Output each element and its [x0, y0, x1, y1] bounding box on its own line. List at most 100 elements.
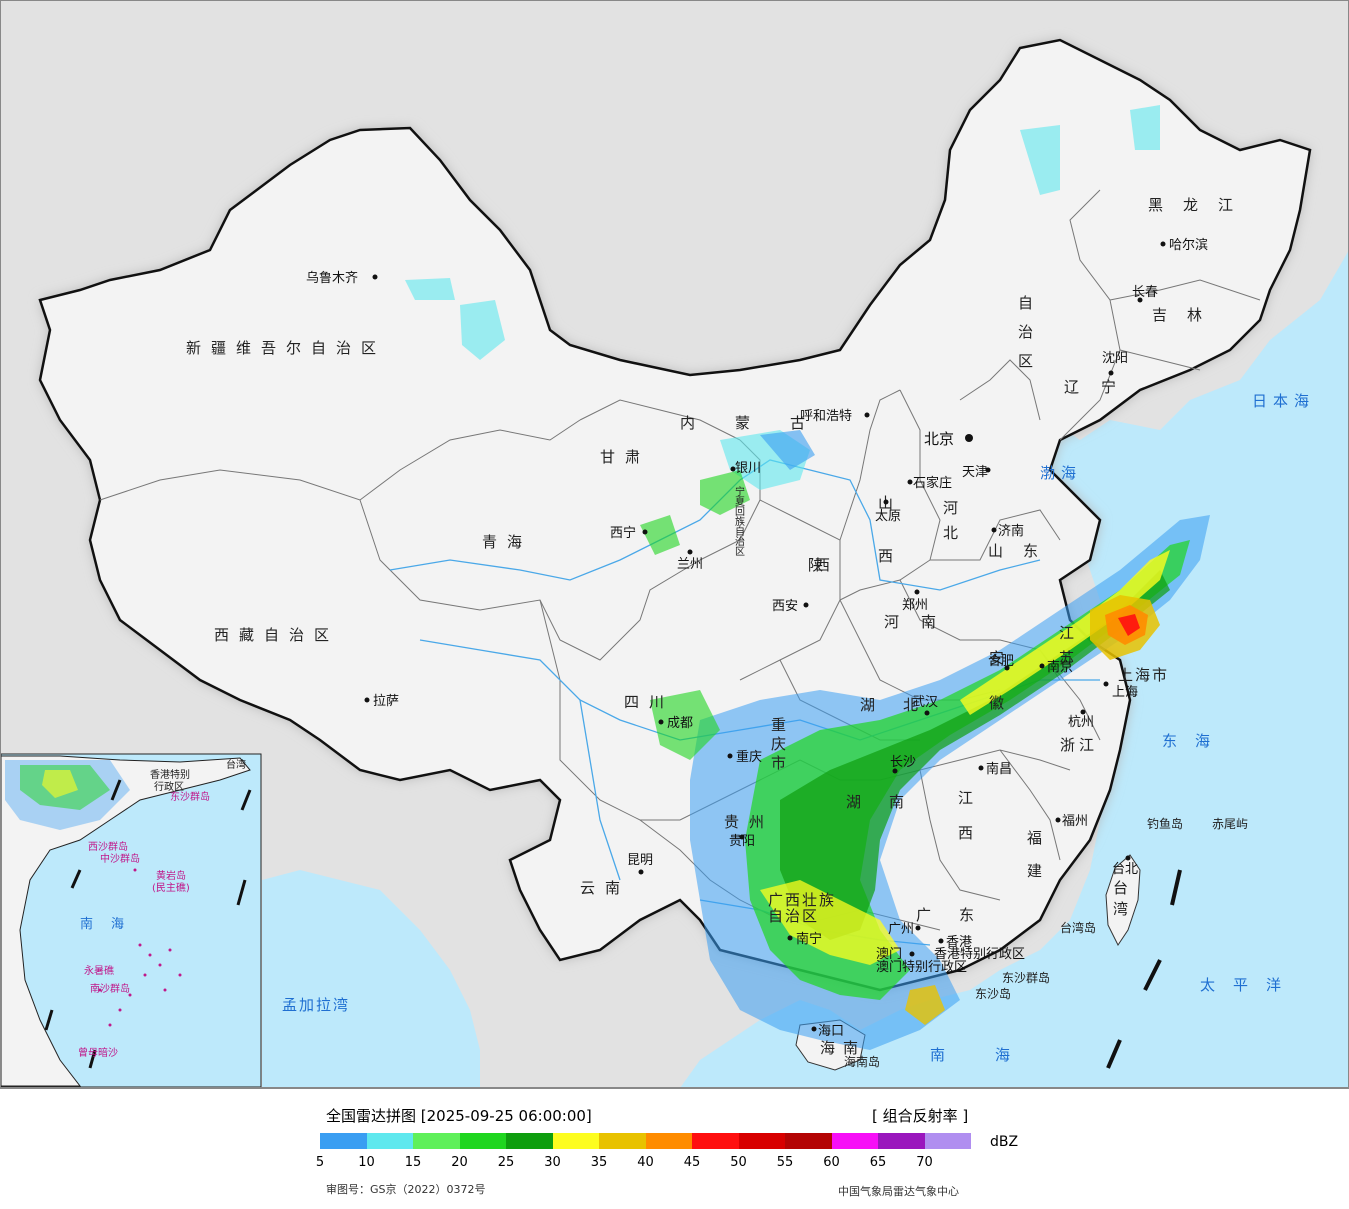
label-hainan: 海南: [820, 1039, 866, 1057]
sea-labels: 渤海 日本海 东海 太平洋 南海 孟加拉湾: [282, 392, 1315, 1064]
radar-echoes: [405, 105, 1210, 1050]
label-hainan-island: 海南岛: [844, 1054, 880, 1069]
label-diaoyu: 钓鱼岛: [1147, 816, 1183, 831]
color-swatch-3: [459, 1133, 506, 1149]
label-ningxia: 宁夏回族自治区: [733, 485, 745, 556]
label-xizang: 西藏自治区: [214, 626, 339, 644]
label-shenyang: 沈阳: [1102, 351, 1128, 366]
label-guiyang: 贵阳: [729, 834, 755, 849]
label-chongqing: 重庆市: [769, 717, 787, 774]
label-gansu: 甘肃: [600, 448, 650, 466]
label-wuhan: 武汉: [912, 695, 938, 710]
sea-east: [680, 250, 1349, 1088]
label-liaoning: 辽宁: [1064, 378, 1138, 396]
dashed-boundary: [1106, 869, 1182, 1069]
label-bohai: 渤海: [1040, 464, 1082, 482]
scale-tick: 20: [451, 1155, 468, 1170]
color-swatch-11: [831, 1133, 878, 1149]
label-chengdu: 成都: [667, 716, 693, 731]
legend-panel: 全国雷达拼图 [2025-09-25 06:00:00] [ 组合反射率 ] d…: [0, 1088, 1349, 1209]
label-hongkong: 香港: [946, 935, 972, 950]
color-swatch-4: [506, 1133, 553, 1149]
map-approval-number: 审图号：GS京（2022）0372号: [326, 1183, 486, 1196]
label-taiwan-island: 台湾岛: [1060, 920, 1096, 935]
label-hubei: 湖北: [860, 696, 946, 714]
label-fujian: 福建: [1025, 830, 1043, 896]
label-yinchuan: 银川: [735, 461, 761, 476]
label-jiangxi: 江西: [956, 790, 974, 860]
label-inset-hk-2: 行政区: [154, 780, 184, 793]
label-taiyuan: 太原: [875, 509, 901, 524]
label-jinan: 济南: [998, 523, 1024, 539]
scale-tick: 50: [730, 1155, 747, 1170]
label-hefei: 合肥: [988, 654, 1014, 669]
scale-tick: 65: [869, 1155, 887, 1170]
color-swatch-2: [413, 1133, 460, 1149]
scale-tick: 30: [544, 1155, 561, 1170]
label-dongsha-islands: 东沙群岛: [1002, 970, 1050, 985]
label-taipei: 台北: [1112, 862, 1138, 877]
legend-title: 全国雷达拼图 [2025-09-25 06:00:00]: [326, 1107, 592, 1125]
scale-tick: 55: [776, 1155, 794, 1170]
province-boundaries: [99, 189, 1261, 931]
label-zhengzhou: 郑州: [902, 598, 928, 613]
agency-name: 中国气象局雷达气象中心: [838, 1185, 959, 1198]
label-guangxi-1: 广西壮族: [768, 891, 836, 909]
city-markers: [364, 241, 1166, 1032]
label-hangzhou: 杭州: [1068, 715, 1094, 730]
label-xinjiang: 新疆维吾尔自治区: [186, 339, 386, 357]
scale-tick: 25: [497, 1155, 515, 1170]
label-inset-xisha: 西沙群岛: [88, 840, 128, 853]
label-inset-hk-1: 香港特别: [150, 769, 190, 781]
label-xian: 西安: [772, 599, 798, 614]
label-chiwei: 赤尾屿: [1212, 817, 1248, 831]
scale-ticks: 5 10 15 20 25 30 35 40 45 50 55 60 65 70: [0, 1155, 1349, 1175]
scale-tick: 60: [823, 1155, 840, 1170]
sea-bay-of-bengal: [262, 870, 480, 1088]
scale-tick: 10: [358, 1155, 375, 1170]
label-shanghai-city: 上海: [1112, 685, 1138, 700]
label-hebei: 河北: [941, 500, 959, 550]
radar-mosaic-map: 新疆维吾尔自治区 西藏自治区 青海 甘肃 四川 云南 贵州 广西壮族 自治区 内…: [0, 0, 1349, 1088]
south-china-sea-inset: 南海 西沙群岛 中沙群岛 黄岩岛 (民主礁) 永暑礁 南沙群岛 曾母暗沙 东沙群…: [0, 753, 262, 1088]
label-inset-south-china-sea: 南海: [80, 916, 142, 932]
label-dongsha-island: 东沙岛: [975, 986, 1011, 1001]
label-changchun: 长春: [1132, 285, 1158, 300]
label-urumqi: 乌鲁木齐: [306, 270, 358, 286]
label-lanzhou: 兰州: [677, 557, 703, 572]
color-swatch-6: [599, 1133, 646, 1149]
label-qinghai: 青海: [482, 533, 532, 551]
label-guangxi-2: 自治区: [768, 907, 819, 925]
label-jiangsu: 江苏: [1057, 625, 1075, 675]
product-name: [ 组合反射率 ]: [872, 1107, 969, 1125]
label-jilin: 吉林: [1152, 306, 1222, 324]
label-inset-huangyan: 黄岩岛: [156, 869, 186, 882]
label-henan: 河南: [884, 613, 958, 631]
label-anhui: 安徽: [987, 650, 1005, 740]
label-guangdong: 广东: [916, 906, 1002, 924]
scale-tick: 5: [315, 1155, 325, 1170]
label-nanjing: 南京: [1047, 659, 1073, 675]
label-inset-zhongsha: 中沙群岛: [100, 852, 140, 865]
color-swatch-9: [738, 1133, 785, 1149]
label-tianjin: 天津: [962, 465, 988, 480]
china-outline: [38, 38, 1312, 992]
label-nanchang: 南昌: [986, 761, 1012, 777]
label-bay-of-bengal: 孟加拉湾: [282, 996, 350, 1014]
scale-unit: dBZ: [990, 1134, 1019, 1150]
label-haikou: 海口: [818, 1024, 844, 1039]
label-xining: 西宁: [610, 525, 636, 541]
label-inset-taiwan: 台湾: [226, 758, 246, 771]
label-macau: 澳门: [876, 946, 902, 962]
label-guizhou: 贵州: [724, 813, 774, 831]
label-yunnan: 云南: [580, 879, 630, 897]
label-heilongjiang: 黑龙江: [1148, 196, 1253, 214]
label-sea-of-japan: 日本海: [1252, 392, 1315, 410]
label-chongqing-city: 重庆: [736, 749, 762, 765]
scale-tick: 40: [637, 1155, 654, 1170]
label-changsha: 长沙: [890, 755, 916, 770]
color-swatch-7: [645, 1133, 692, 1149]
scale-tick: 70: [916, 1155, 933, 1170]
label-inset-nansha: 南沙群岛: [90, 982, 130, 995]
color-scale-bar: [320, 1133, 971, 1149]
